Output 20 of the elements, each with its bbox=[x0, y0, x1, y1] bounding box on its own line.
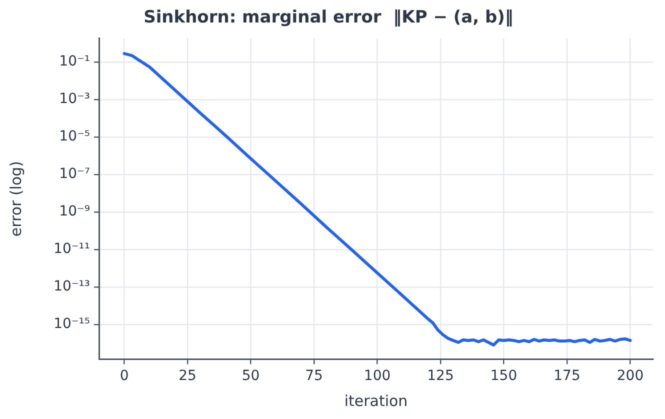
y-tick-label: 10⁻⁷ bbox=[59, 166, 90, 182]
y-tick-label: 10⁻⁵ bbox=[59, 128, 90, 145]
y-tick-label: 10⁻¹¹ bbox=[54, 241, 90, 258]
y-tick-label: 10⁻³ bbox=[59, 91, 90, 108]
x-tick-label: 175 bbox=[554, 368, 580, 384]
y-tick-label: 10⁻¹ bbox=[59, 54, 90, 70]
x-tick-label: 100 bbox=[364, 368, 391, 384]
x-tick-label: 25 bbox=[178, 368, 196, 384]
x-tick-label: 75 bbox=[305, 368, 323, 384]
y-axis-title: error (log) bbox=[6, 160, 25, 237]
chart-title: Sinkhorn: marginal error ‖KP − (a, b)‖ bbox=[144, 8, 514, 28]
y-tick-label: 10⁻¹⁵ bbox=[54, 316, 90, 332]
x-axis-title: iteration bbox=[344, 392, 408, 410]
x-tick-label: 200 bbox=[616, 368, 644, 384]
x-tick-label: 50 bbox=[242, 368, 260, 384]
x-tick-label: 150 bbox=[490, 368, 518, 384]
y-tick-label: 10⁻¹³ bbox=[54, 278, 90, 295]
x-tick-label: 0 bbox=[120, 368, 129, 384]
y-tick-label: 10⁻⁹ bbox=[59, 204, 90, 220]
x-tick-label: 125 bbox=[427, 368, 454, 384]
